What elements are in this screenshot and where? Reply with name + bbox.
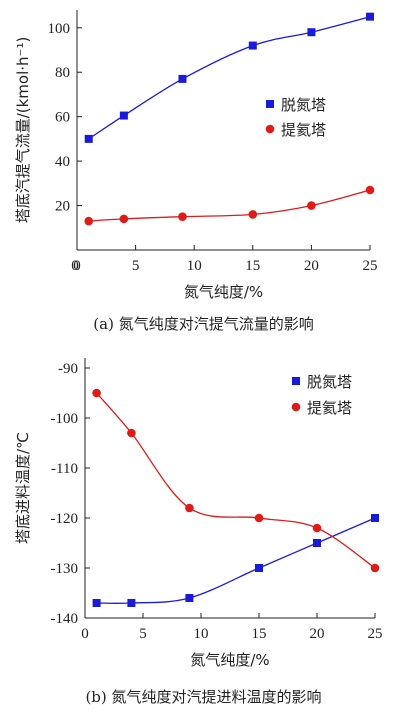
data-point-circle (185, 503, 194, 513)
y-tick-label: -90 (58, 361, 78, 377)
x-tick-label: 5 (132, 258, 140, 274)
legend-marker-square (266, 100, 274, 108)
data-point-square (255, 564, 263, 572)
series-line-helium-a (88, 189, 371, 222)
legend-marker-circle (265, 124, 275, 134)
data-point-circle (365, 185, 375, 195)
data-point-circle (248, 210, 258, 219)
data-point-square (92, 599, 101, 607)
x-tick-label: 25 (368, 626, 383, 642)
series-line-denitrogen-a (88, 16, 371, 140)
data-point-square (84, 134, 93, 143)
chart-a: 0 5 10 15 20 25204060801000氮气纯度/%塔底汽提气流量/(kmo… (14, 10, 378, 301)
legend-marker-square (292, 377, 300, 385)
data-point-square (366, 12, 374, 21)
data-point-square (178, 74, 187, 83)
legend-label: 脱氮塔 (281, 96, 326, 114)
legend-label: 脱氮塔 (307, 373, 352, 391)
legend-marker-circle (291, 402, 301, 412)
x-axis-label-b: 氮气纯度/% (190, 651, 269, 669)
data-point-square (307, 28, 316, 37)
data-point-circle (92, 388, 101, 398)
data-point-circle (84, 216, 94, 226)
data-point-circle (178, 212, 187, 221)
legend-label: 提氦塔 (281, 121, 326, 139)
origin-label: 0 (71, 258, 79, 274)
x-tick-label: 25 (363, 258, 378, 274)
x-tick-label: 15 (252, 626, 267, 642)
caption-b: (b) 氮气纯度对汽提进料温度的影响 (85, 688, 322, 706)
y-tick-label: -120 (51, 511, 79, 527)
y-tick-label: 20 (55, 199, 70, 215)
caption-a: (a) 氮气纯度对汽提气流量的影响 (93, 315, 314, 333)
y-tick-label: -140 (51, 611, 79, 627)
data-point-square (248, 41, 257, 50)
x-tick-label: 10 (187, 258, 202, 274)
x-tick-label: 20 (310, 626, 325, 642)
x-tick-label: 0 (81, 626, 89, 642)
data-point-circle (312, 523, 322, 533)
y-tick-label: -110 (51, 461, 78, 477)
data-point-square (127, 599, 136, 607)
x-tick-label: 15 (245, 258, 260, 274)
legend-label: 提氦塔 (307, 399, 352, 417)
y-axis-label-a: 塔底汽提气流量/(kmol·h⁻¹) (14, 37, 32, 224)
x-tick-label: 20 (304, 258, 319, 274)
data-point-circle (254, 513, 264, 523)
y-tick-label: -100 (51, 411, 79, 427)
data-point-circle (307, 201, 316, 210)
data-point-square (185, 594, 194, 602)
data-point-circle (127, 428, 136, 438)
data-point-square (371, 514, 379, 522)
x-tick-label: 10 (194, 626, 209, 642)
x-tick-label: 0 (73, 258, 81, 274)
y-tick-label: 60 (55, 110, 70, 126)
y-tick-label: 80 (55, 65, 70, 81)
series-line-helium-b (96, 392, 376, 569)
y-tick-label: 40 (55, 154, 70, 170)
data-point-square (313, 539, 321, 547)
series-line-denitrogen-b (96, 517, 376, 605)
data-point-circle (119, 214, 129, 224)
x-tick-label: 5 (139, 626, 147, 642)
data-point-circle (370, 563, 380, 573)
chart-b: 0 5 10 15 20 25 -140 -130 -120 -110 -100 -90 氮气纯度/% 塔… (14, 358, 383, 669)
data-point-square (119, 111, 128, 120)
y-tick-label: 100 (48, 21, 71, 37)
x-axis-label-a: 氮气纯度/% (184, 283, 263, 301)
y-axis-label-b: 塔底进料温度/℃ (14, 432, 32, 544)
y-tick-label: -130 (51, 561, 79, 577)
